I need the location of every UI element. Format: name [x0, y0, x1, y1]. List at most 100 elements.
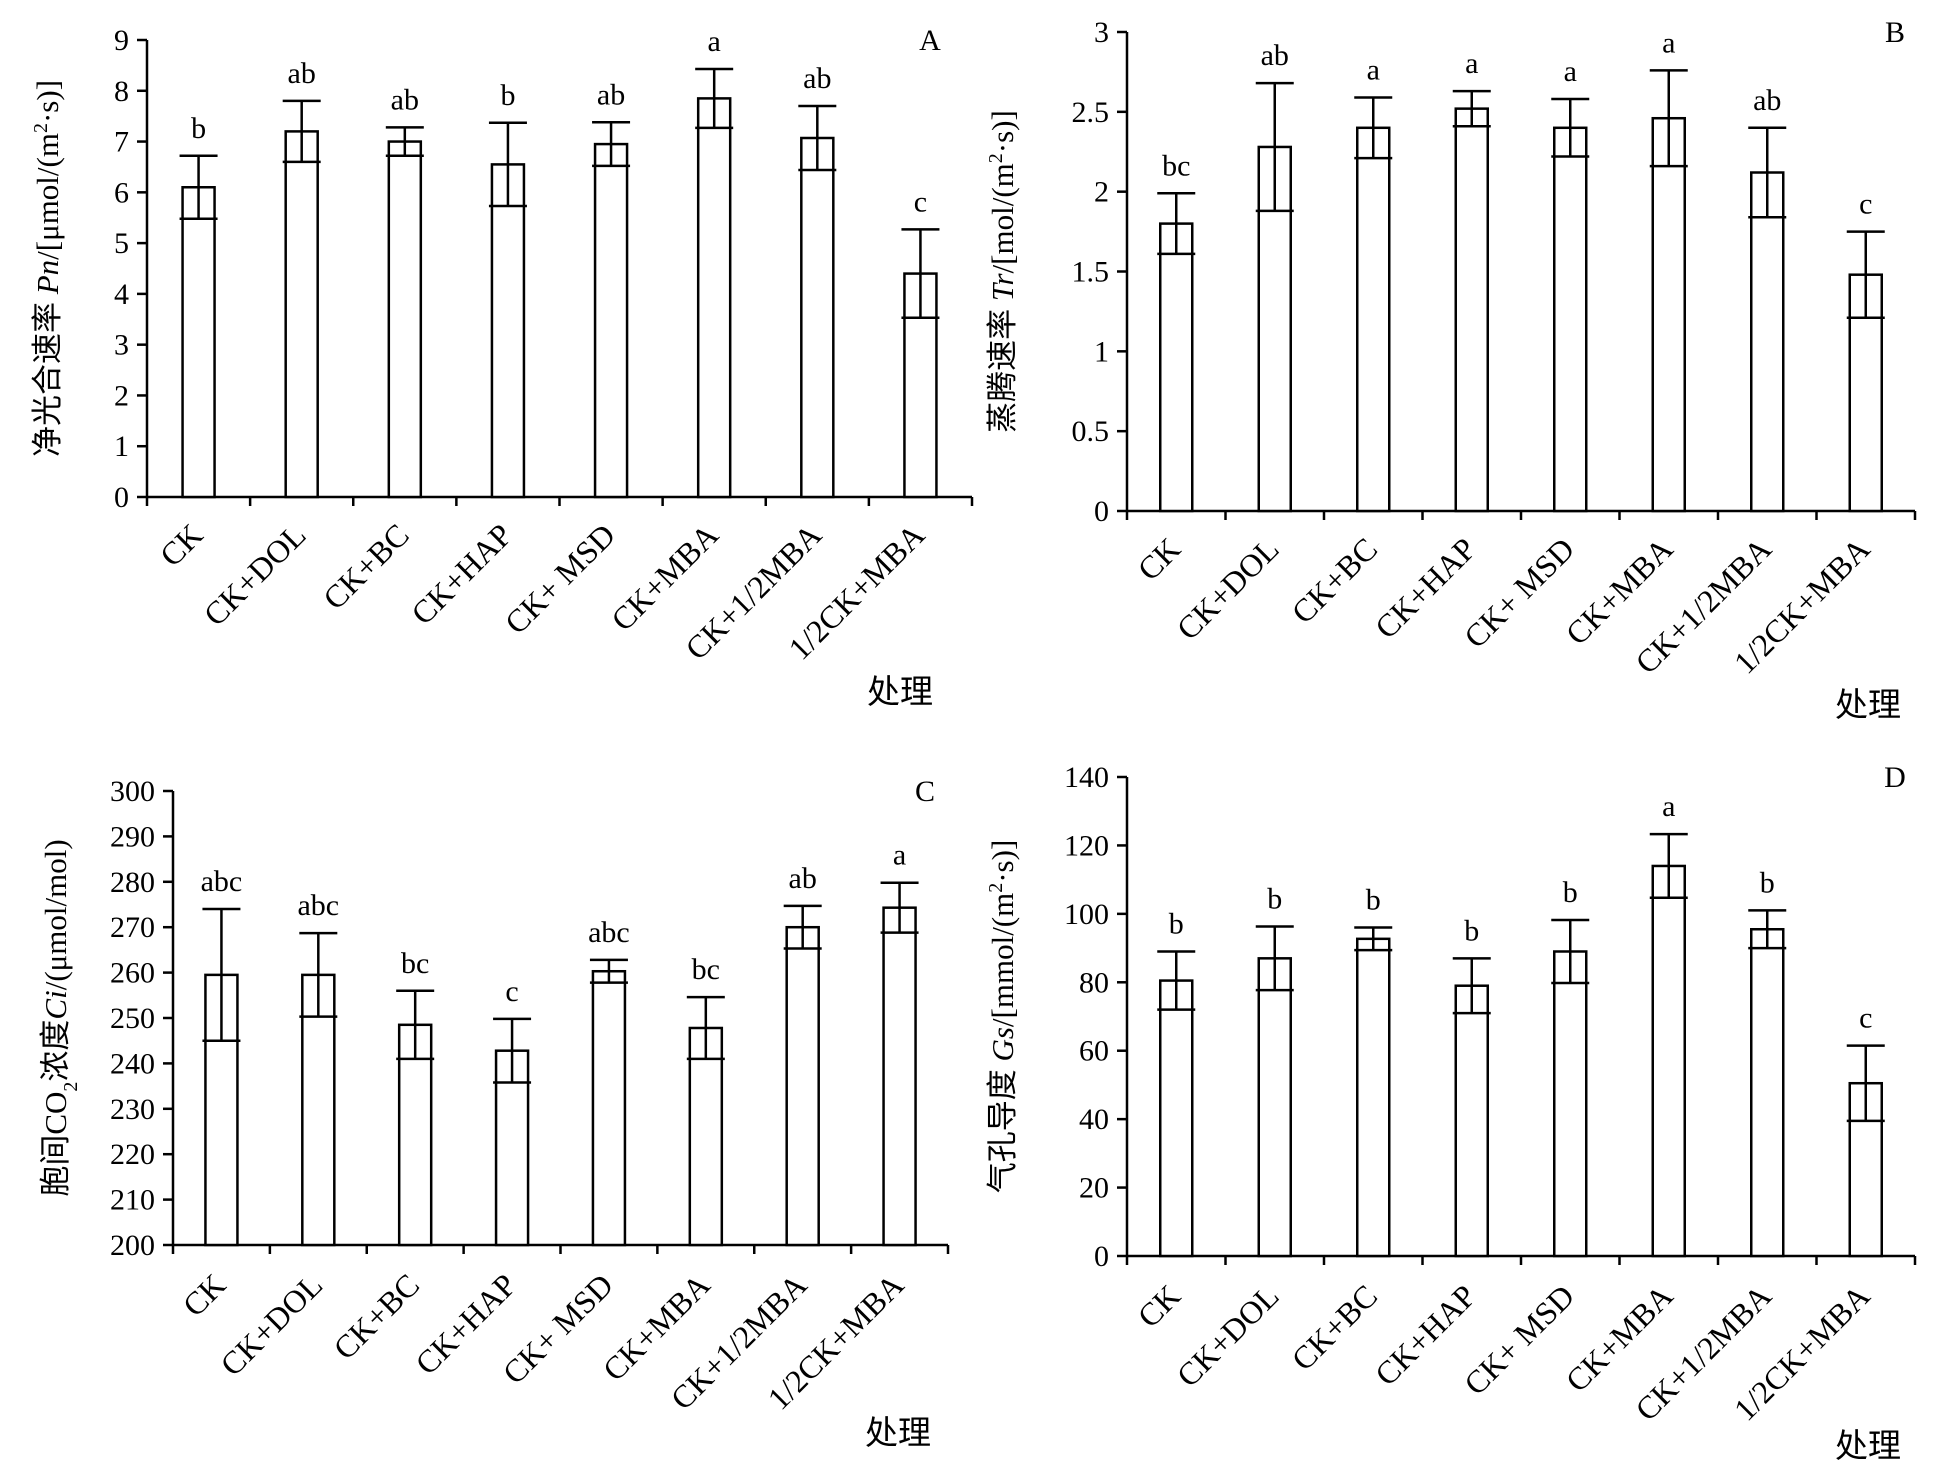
category-label: CK+BC [1284, 530, 1384, 630]
significance-letter: a [1465, 47, 1478, 80]
y-tick-label: 0.5 [1072, 415, 1110, 448]
y-tick-label: 220 [110, 1138, 155, 1171]
category-label: CK [175, 1266, 232, 1323]
bar-5 [1553, 950, 1588, 1258]
bar-3 [397, 1023, 433, 1247]
significance-letter: bc [1162, 149, 1190, 182]
y-tick-label: 9 [114, 24, 129, 57]
significance-letter: bc [692, 953, 720, 986]
significance-letter: abc [201, 865, 243, 898]
significance-letter: b [500, 79, 515, 112]
significance-letter: b [1563, 876, 1578, 909]
significance-letter: a [1367, 53, 1380, 86]
y-axis-title: 蒸腾速率 Tr/[mol/(m2·s)] [985, 110, 1020, 433]
bar-7 [785, 925, 820, 1247]
significance-letter: b [1169, 907, 1184, 940]
y-tick-label: 4 [114, 278, 129, 311]
y-tick-label: 40 [1079, 1103, 1109, 1136]
y-tick-label: 140 [1064, 761, 1109, 794]
bar-6 [688, 1026, 724, 1247]
significance-letter: b [1464, 914, 1479, 947]
y-tick-label: 3 [1094, 16, 1109, 49]
y-tick-label: 80 [1079, 966, 1109, 999]
y-tick-label: 2.5 [1072, 96, 1110, 129]
panel-c: 200210220230240250260270280290300abcCKab… [38, 775, 950, 1452]
bar-7 [800, 136, 835, 499]
bar-1 [181, 186, 216, 499]
y-tick-label: 280 [110, 866, 155, 899]
y-tick-label: 1 [1094, 335, 1109, 368]
panel-d: 020406080100120140bCKbCK+DOLbCK+BCbCK+HA… [985, 761, 1917, 1465]
bar-4 [1454, 107, 1489, 513]
significance-letter: bc [401, 947, 429, 980]
significance-letter: a [1662, 790, 1675, 823]
y-tick-label: 20 [1079, 1172, 1109, 1205]
y-tick-label: 230 [110, 1093, 155, 1126]
y-tick-label: 300 [110, 775, 155, 808]
significance-letter: ab [391, 83, 419, 116]
y-tick-label: 6 [114, 176, 129, 209]
significance-letter: b [1366, 884, 1381, 917]
y-tick-label: 100 [1064, 898, 1109, 931]
significance-letter: ab [597, 78, 625, 111]
y-tick-label: 290 [110, 820, 155, 853]
y-tick-label: 0 [1094, 1240, 1109, 1273]
significance-letter: c [1859, 1002, 1872, 1035]
bar-7 [1750, 928, 1785, 1258]
y-tick-label: 0 [1094, 495, 1109, 528]
significance-letter: abc [297, 889, 339, 922]
category-label: CK+DOL [196, 516, 312, 632]
x-axis-title: 处理 [865, 1415, 931, 1452]
category-label: CK+BC [316, 516, 416, 616]
y-tick-label: 210 [110, 1184, 155, 1217]
y-axis-title: 气孔导度 Gs/[mmol/(m2·s)] [985, 840, 1020, 1194]
significance-letter: ab [1261, 39, 1289, 72]
panel-letter: A [919, 24, 941, 57]
significance-letter: ab [789, 862, 817, 895]
significance-letter: c [1859, 188, 1872, 221]
significance-letter: c [505, 975, 518, 1008]
significance-letter: b [1760, 866, 1775, 899]
bar-5 [593, 142, 629, 499]
y-tick-label: 2 [114, 379, 129, 412]
bar-4 [1454, 984, 1489, 1258]
y-tick-label: 270 [110, 911, 155, 944]
x-axis-title: 处理 [1835, 687, 1901, 724]
y-tick-label: 60 [1079, 1035, 1109, 1068]
significance-letter: a [893, 839, 906, 872]
bar-7 [1750, 171, 1785, 513]
bar-6 [1651, 116, 1686, 513]
y-tick-label: 250 [110, 1002, 155, 1035]
y-tick-label: 1.5 [1072, 256, 1110, 289]
bar-1 [204, 973, 239, 1247]
significance-letter: a [708, 25, 721, 58]
bar-5 [591, 969, 627, 1247]
category-label: CK+ MSD [498, 516, 622, 640]
category-label: CK+BC [1284, 1277, 1384, 1377]
significance-letter: ab [288, 57, 316, 90]
bar-3 [1356, 937, 1391, 1258]
bar-1 [1159, 979, 1194, 1258]
panel-letter: D [1884, 761, 1906, 794]
bar-8 [1848, 1081, 1883, 1258]
significance-letter: a [1662, 26, 1675, 59]
bar-8 [882, 906, 917, 1247]
significance-letter: c [914, 185, 927, 218]
significance-letter: b [1267, 883, 1282, 916]
category-label: CK [153, 516, 210, 573]
bar-3 [1356, 126, 1391, 513]
y-tick-label: 2 [1094, 176, 1109, 209]
significance-letter: ab [803, 62, 831, 95]
bar-6 [696, 97, 732, 499]
y-tick-label: 3 [114, 329, 129, 362]
significance-letter: abc [588, 916, 630, 949]
category-label: CK [1130, 1277, 1187, 1334]
y-tick-label: 7 [114, 126, 129, 159]
panel-b: 00.511.522.53bcCKabCK+DOLaCK+BCaCK+HAPaC… [985, 16, 1917, 724]
significance-letter: b [191, 112, 206, 145]
y-axis-title: 净光合速率 Pn/[μmol/(m2·s)] [30, 80, 65, 457]
bar-5 [1553, 126, 1588, 513]
category-label: CK+DOL [213, 1266, 329, 1382]
y-tick-label: 8 [114, 75, 129, 108]
